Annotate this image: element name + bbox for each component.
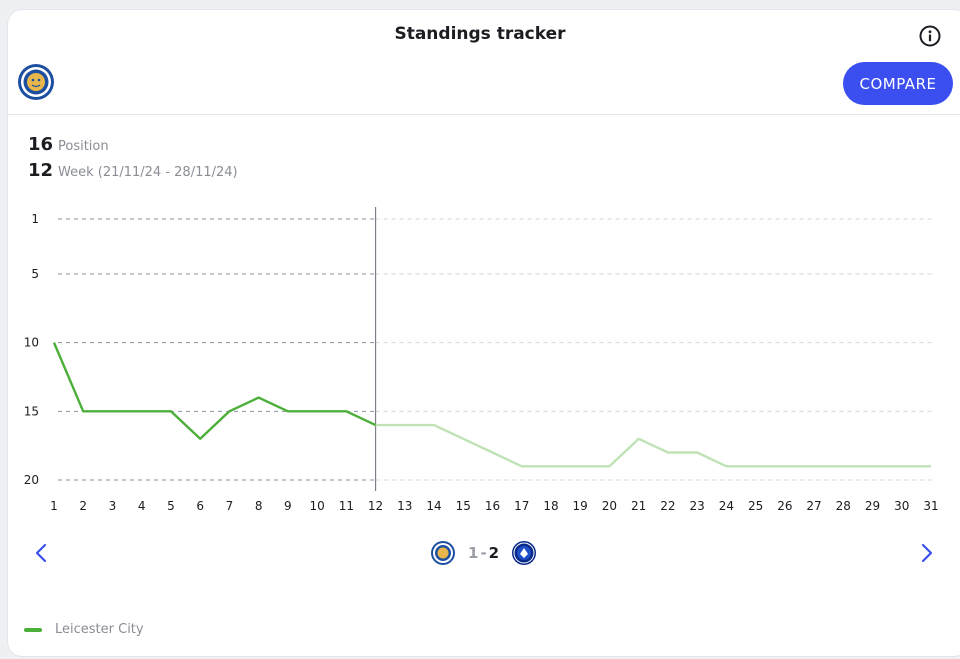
y-tick-label: 20 bbox=[24, 473, 39, 487]
x-tick-label: 21 bbox=[631, 499, 646, 513]
y-tick-label: 5 bbox=[31, 267, 39, 281]
x-tick-label: 4 bbox=[138, 499, 146, 513]
chart-legend: Leicester City bbox=[24, 622, 144, 637]
x-tick-label: 3 bbox=[109, 499, 117, 513]
x-tick-label: 5 bbox=[167, 499, 175, 513]
x-tick-label: 13 bbox=[397, 499, 412, 513]
match-result[interactable]: 1-2 bbox=[430, 539, 537, 567]
header-divider bbox=[8, 114, 960, 115]
y-tick-label: 1 bbox=[31, 212, 39, 226]
away-score: 2 bbox=[488, 544, 500, 562]
x-tick-label: 16 bbox=[485, 499, 500, 513]
series-line-projected bbox=[375, 423, 931, 468]
leicester-badge-icon bbox=[431, 541, 455, 565]
x-tick-label: 11 bbox=[339, 499, 354, 513]
position-stat: 16 Position bbox=[28, 134, 109, 155]
home-score: 1 bbox=[468, 544, 479, 562]
x-tick-label: 14 bbox=[426, 499, 441, 513]
x-tick-label: 22 bbox=[660, 499, 675, 513]
week-stat: 12 Week (21/11/24 - 28/11/24) bbox=[28, 160, 238, 181]
x-tick-label: 27 bbox=[806, 499, 821, 513]
chelsea-badge-icon bbox=[512, 541, 537, 565]
x-tick-label: 29 bbox=[865, 499, 880, 513]
previous-week-icon[interactable] bbox=[28, 540, 54, 566]
x-tick-label: 30 bbox=[894, 499, 909, 513]
week-label: Week (21/11/24 - 28/11/24) bbox=[58, 165, 238, 180]
x-tick-label: 10 bbox=[309, 499, 324, 513]
legend-label: Leicester City bbox=[55, 622, 144, 637]
x-tick-label: 15 bbox=[456, 499, 471, 513]
x-tick-label: 26 bbox=[777, 499, 792, 513]
week-value: 12 bbox=[28, 160, 54, 181]
compare-button[interactable]: COMPARE bbox=[843, 62, 953, 105]
leicester-crest-icon bbox=[18, 64, 54, 100]
x-tick-label: 20 bbox=[602, 499, 617, 513]
x-tick-label: 12 bbox=[368, 499, 383, 513]
match-score: 1-2 bbox=[468, 544, 499, 562]
position-value: 16 bbox=[28, 134, 54, 155]
x-tick-label: 2 bbox=[79, 499, 87, 513]
next-week-icon[interactable] bbox=[914, 540, 940, 566]
x-tick-label: 1 bbox=[50, 499, 58, 513]
y-tick-label: 10 bbox=[24, 336, 39, 350]
x-tick-label: 28 bbox=[836, 499, 851, 513]
series-line-leicester-city bbox=[52, 342, 377, 441]
x-tick-label: 8 bbox=[255, 499, 263, 513]
standings-card bbox=[8, 10, 960, 656]
x-tick-label: 19 bbox=[573, 499, 588, 513]
page-title: Standings tracker bbox=[394, 24, 566, 44]
x-tick-label: 31 bbox=[923, 499, 938, 513]
x-tick-label: 6 bbox=[196, 499, 204, 513]
legend-swatch bbox=[24, 627, 42, 632]
x-tick-label: 24 bbox=[719, 499, 734, 513]
x-tick-label: 18 bbox=[543, 499, 558, 513]
x-tick-label: 9 bbox=[284, 499, 292, 513]
position-label: Position bbox=[58, 139, 109, 154]
x-tick-label: 17 bbox=[514, 499, 529, 513]
score-separator: - bbox=[480, 544, 487, 562]
x-tick-label: 25 bbox=[748, 499, 763, 513]
info-icon[interactable] bbox=[919, 25, 941, 47]
y-tick-label: 15 bbox=[24, 404, 39, 418]
x-tick-label: 23 bbox=[689, 499, 704, 513]
x-tick-label: 7 bbox=[226, 499, 234, 513]
